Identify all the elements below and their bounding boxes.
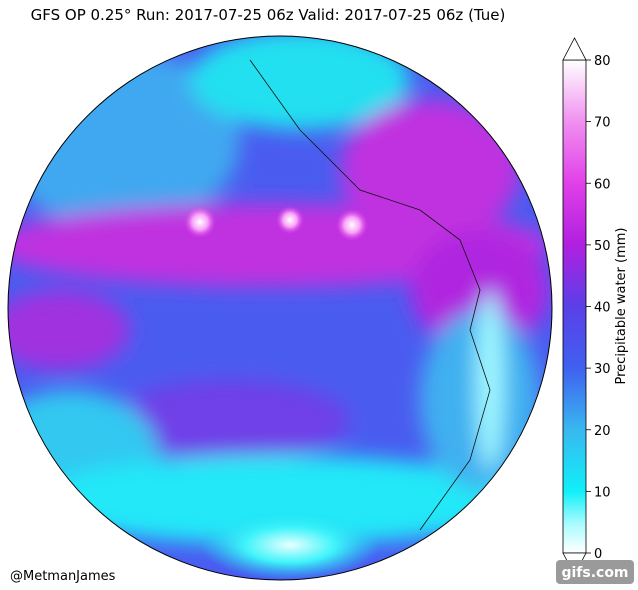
colorbar-tick-label: 80 [594,54,611,69]
credit: @MetmanJames [10,569,116,584]
globe [8,36,552,580]
colorbar-label: Precipitable water (mm) [614,228,629,385]
colorbar-tick-label: 70 [594,116,611,131]
map-title: GFS OP 0.25° Run: 2017-07-25 06z Valid: … [31,6,506,24]
colorbar: 0 10 20 30 40 50 60 70 80 Precipitable water (mm… [562,37,629,576]
colorbar-tick-label: 0 [594,547,602,562]
colorbar-tick-label: 50 [594,239,611,254]
colorbar-tick-label: 10 [594,485,611,500]
watermark-box [556,560,634,584]
colorbar-tick-label: 20 [594,424,611,439]
watermark: gifs.com [561,565,628,581]
colorbar-tick-label: 60 [594,177,611,192]
colorbar-tick-label: 40 [594,301,611,316]
colorbar-tick-label: 30 [594,362,611,377]
